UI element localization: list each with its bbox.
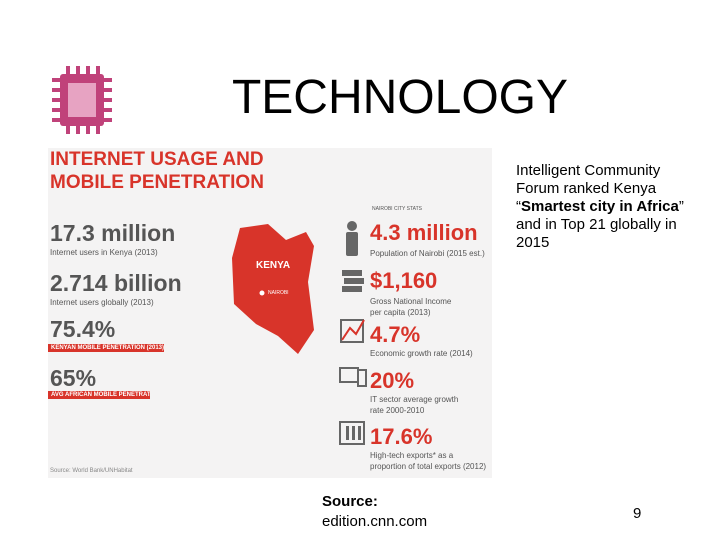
infographic-heading: INTERNET USAGE AND MOBILE PENETRATION [50,148,264,194]
stat-value: 4.7% [370,322,421,347]
slide-title: TECHNOLOGY [231,71,569,124]
stat-caption-bar: KENYAN MOBILE PENETRATION (2013) [48,344,164,352]
stat-value: 75.4% [50,316,116,342]
stat-value: 2.714 billion [50,270,182,296]
source-label: Source: [322,493,378,510]
stat-value: $1,160 [370,268,438,293]
stat-caption: Internet users in Kenya (2013) [50,248,158,257]
stat-caption: IT sector average growth rate 2000-2010 [370,395,459,415]
stat-value: 65% [50,365,97,391]
map-label: NAIROBI [268,290,289,296]
heading-line: MOBILE PENETRATION [50,172,264,193]
kenya-map [232,224,314,354]
page-number: 9 [633,505,642,522]
stat-caption-bar: AVG AFRICAN MOBILE PENETRATION (2013) [48,391,150,399]
map-label: KENYA [256,260,291,271]
text: ” and in Top 21 globally in 2015 [516,198,684,251]
stat-caption: Economic growth rate (2014) [370,349,473,358]
stat-value: 4.3 million [370,220,478,245]
stat-caption: High-tech exports* as a proportion of to… [370,451,487,471]
bold-text: Smartest city in Africa [521,198,679,215]
side-text: Intelligent Community Forum ranked Kenya… [516,162,706,252]
stat-caption: Internet users globally (2013) [50,298,154,307]
heading-line: INTERNET USAGE AND [50,149,264,170]
stats-header: NAIROBI CITY STATS [372,206,423,212]
stat-value: 17.6% [370,424,433,449]
source: Source: edition.cnn.com [322,492,427,532]
infographic: INTERNET USAGE AND MOBILE PENETRATION 17… [48,148,492,478]
stat-icons [339,221,367,445]
chip-icon [52,66,112,134]
stat-caption: Population of Nairobi (2015 est.) [370,249,485,258]
stat-value: 17.3 million [50,220,176,246]
stat-value: 20% [370,368,415,393]
text: Intelligent Community Forum ranked Kenya… [516,162,661,215]
stat-caption: Gross National Income per capita (2013) [370,297,452,317]
source-text: edition.cnn.com [322,513,428,530]
infographic-source: Source: World Bank/UNHabitat [50,468,133,474]
